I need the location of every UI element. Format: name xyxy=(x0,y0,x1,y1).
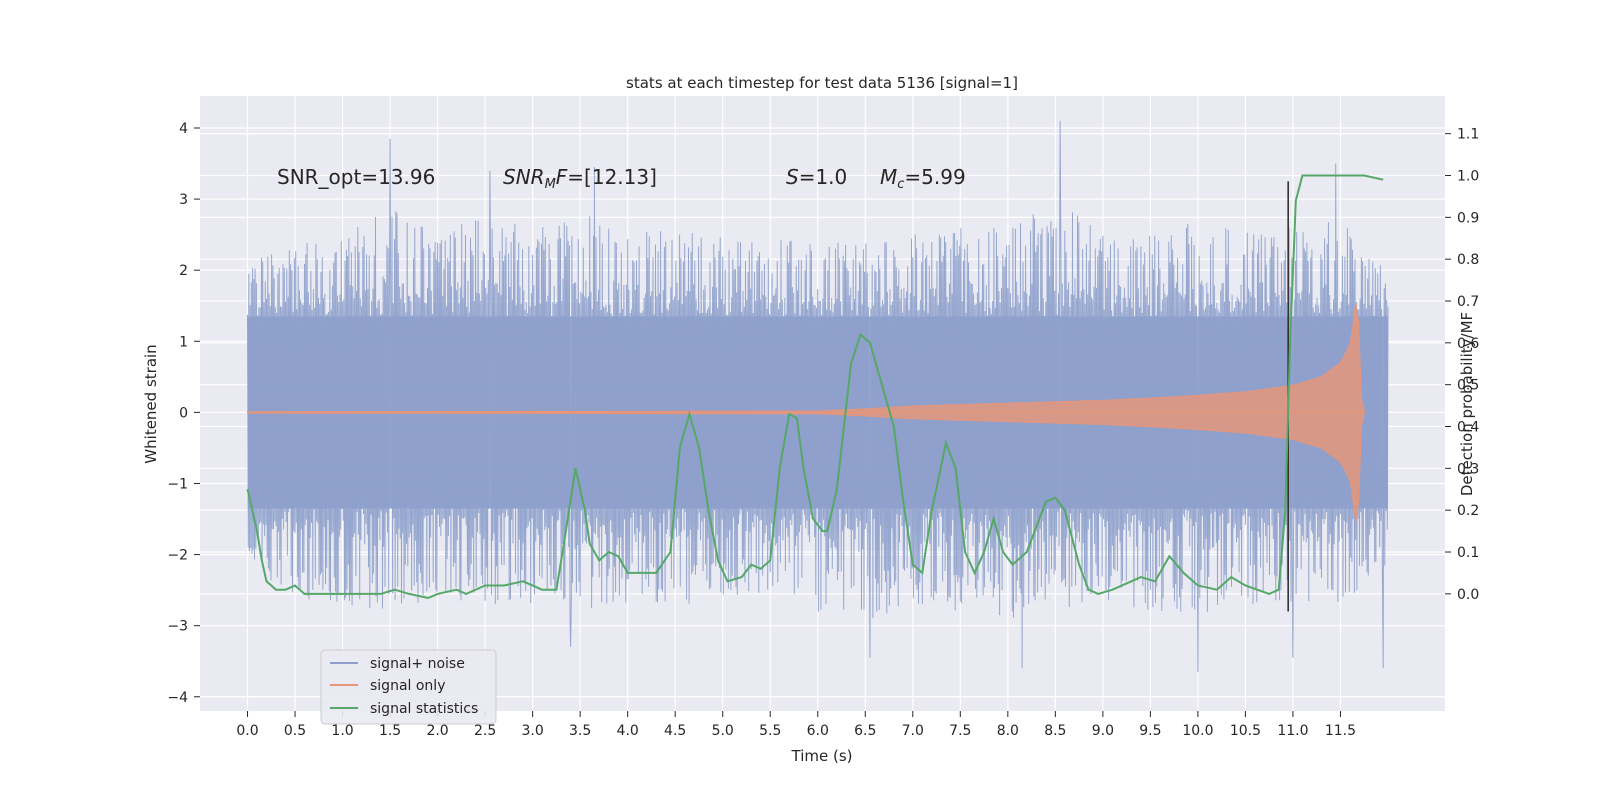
y-right-tick-label-8: 0.8 xyxy=(1457,252,1479,268)
y-left-tick-label-0: −4 xyxy=(167,690,188,706)
legend-box xyxy=(320,649,497,725)
y-axis-label-left: Whitened strain xyxy=(142,344,160,463)
x-axis-label: Time (s) xyxy=(791,747,853,765)
annotation-mc: Mc=5.99 xyxy=(880,165,966,192)
annotation-snr-opt: SNR_opt=13.96 xyxy=(277,165,435,189)
legend-label-noise: signal+ noise xyxy=(370,656,465,672)
y-left-tick-label-3: −1 xyxy=(167,476,188,492)
annotation-snr-mf: SNRMF=[12.13] xyxy=(503,165,657,192)
x-tick-label-13: 6.5 xyxy=(854,723,876,739)
x-tick-label-22: 11.0 xyxy=(1277,723,1308,739)
y-left-tick-label-7: 3 xyxy=(179,192,188,208)
legend: signal+ noise signal only signal statist… xyxy=(320,649,497,725)
y-axis-label-right: Detection probability/MF xyxy=(1458,312,1476,496)
x-tick-label-6: 3.0 xyxy=(522,723,544,739)
annotation-s: S=1.0 xyxy=(786,165,847,189)
x-tick-label-16: 8.0 xyxy=(997,723,1019,739)
legend-label-signal: signal only xyxy=(370,678,445,694)
y-left-tick-label-1: −3 xyxy=(167,619,188,635)
y-right-tick-label-7: 0.7 xyxy=(1457,294,1479,310)
x-tick-label-14: 7.0 xyxy=(902,723,924,739)
x-tick-label-12: 6.0 xyxy=(807,723,829,739)
y-right-tick-label-10: 1.0 xyxy=(1457,168,1479,184)
x-tick-label-15: 7.5 xyxy=(949,723,971,739)
y-right-tick-label-1: 0.1 xyxy=(1457,545,1479,561)
x-tick-label-7: 3.5 xyxy=(569,723,591,739)
x-tick-label-21: 10.5 xyxy=(1230,723,1261,739)
series-statistics-line xyxy=(246,174,1384,600)
x-tick-label-19: 9.5 xyxy=(1139,723,1161,739)
y-right-tick-label-6: 0.6 xyxy=(1457,336,1479,352)
y-left-tick-label-6: 2 xyxy=(179,263,188,279)
y-left-tick-label-4: 0 xyxy=(179,405,188,421)
x-tick-label-1: 0.5 xyxy=(284,723,306,739)
x-tick-label-5: 2.5 xyxy=(474,723,496,739)
chart-title: stats at each timestep for test data 513… xyxy=(626,74,1018,92)
x-tick-label-8: 4.0 xyxy=(617,723,639,739)
y-right-tick-label-11: 1.1 xyxy=(1457,127,1479,143)
y-left-tick-label-2: −2 xyxy=(167,548,188,564)
legend-label-stats: signal statistics xyxy=(370,701,478,717)
y-right-tick-label-0: 0.0 xyxy=(1457,587,1479,603)
x-tick-label-11: 5.5 xyxy=(759,723,781,739)
x-tick-label-3: 1.5 xyxy=(379,723,401,739)
y-right-tick-label-3: 0.3 xyxy=(1457,461,1479,477)
y-right-tick-label-5: 0.5 xyxy=(1457,378,1479,394)
x-tick-label-4: 2.0 xyxy=(426,723,448,739)
series-noise-line xyxy=(247,120,1389,672)
x-tick-label-18: 9.0 xyxy=(1092,723,1114,739)
x-tick-label-0: 0.0 xyxy=(236,723,258,739)
y-left-tick-label-5: 1 xyxy=(179,334,188,350)
x-tick-label-10: 5.0 xyxy=(712,723,734,739)
x-tick-label-23: 11.5 xyxy=(1325,723,1356,739)
x-tick-label-20: 10.0 xyxy=(1182,723,1213,739)
y-right-tick-label-2: 0.2 xyxy=(1457,503,1479,519)
x-tick-label-9: 4.5 xyxy=(664,723,686,739)
x-tick-label-17: 8.5 xyxy=(1044,723,1066,739)
y-right-tick-label-9: 0.9 xyxy=(1457,210,1479,226)
x-tick-label-2: 1.0 xyxy=(331,723,353,739)
y-right-tick-label-4: 0.4 xyxy=(1457,420,1479,436)
y-left-tick-label-8: 4 xyxy=(179,121,188,137)
